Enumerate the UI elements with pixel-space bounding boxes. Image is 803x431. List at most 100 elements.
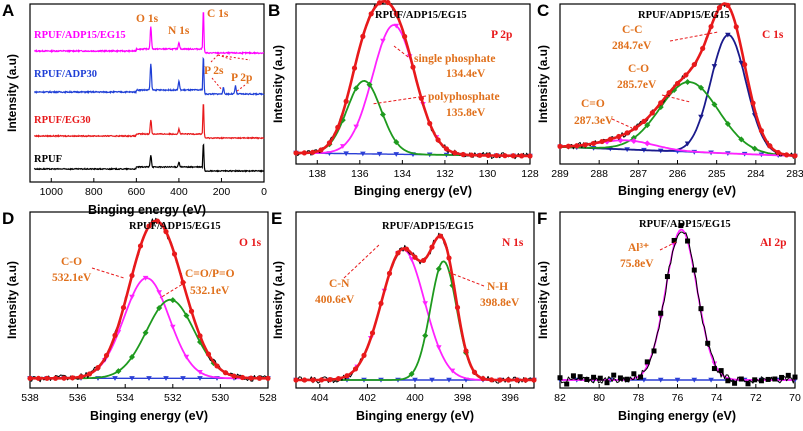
component-al3--curve: [560, 228, 795, 381]
y-axis-label-a: Intensity (a.u): [5, 54, 19, 132]
annotation-285-7ev: 285.7eV: [617, 79, 657, 91]
annotation-c-o: C-O: [628, 63, 649, 75]
y-axis-label-e: Intensity (a.u): [271, 261, 285, 339]
envelope-marker: [403, 246, 410, 252]
envelope-marker: [343, 98, 349, 104]
survey-trace-rpuf: [33, 143, 265, 173]
x-tick-label: 70: [789, 392, 801, 404]
component-c-o-marker: [142, 275, 149, 281]
component-c-o-marker: [751, 145, 758, 152]
envelope-marker: [505, 377, 512, 383]
x-tick-label: 402: [359, 392, 377, 404]
annotation-n-h: N-H: [487, 281, 508, 293]
envelope-marker: [231, 373, 237, 379]
component-c-o-p-o-marker: [183, 312, 190, 319]
raw-data-point: [611, 372, 617, 378]
envelope-marker: [385, 0, 391, 6]
envelope-marker: [574, 143, 580, 149]
x-tick-label: 600: [128, 186, 146, 198]
x-tick-label: 72: [750, 392, 762, 404]
envelope-marker: [86, 371, 93, 377]
envelope-marker: [412, 254, 418, 260]
envelope-marker: [318, 377, 325, 383]
envelope-marker: [565, 143, 571, 149]
raw-data-point: [711, 366, 717, 372]
x-tick-label: 538: [21, 392, 39, 404]
component-single-phosphate-marker: [393, 23, 400, 29]
component-c-o-marker: [156, 290, 162, 295]
x-tick-label: 398: [454, 392, 472, 404]
raw-data-point: [604, 380, 610, 386]
x-tick-label: 288: [590, 168, 608, 180]
x-tick-label: 76: [672, 392, 684, 404]
series-label-eg30: RPUF/EG30: [34, 115, 91, 126]
annotation-arrows-a: [210, 54, 251, 93]
annotation-c-double-o: C=O: [581, 98, 605, 110]
envelope-marker: [293, 150, 299, 156]
component-c-o-p-o-marker: [115, 368, 122, 375]
raw-data-point: [705, 340, 711, 346]
envelope-marker: [120, 304, 127, 311]
component-c-o-marker: [711, 101, 718, 108]
envelope-marker: [293, 377, 299, 383]
background-marker: [376, 151, 383, 157]
survey-trace-rpuf-adp15-eg15: [34, 12, 265, 56]
series-label-rpuf: RPUF: [34, 154, 62, 165]
background-marker: [343, 151, 349, 157]
x-axis-label-a: Binging energy (eV): [88, 203, 206, 217]
envelope-marker: [435, 137, 441, 143]
panel-a: A 1000 800 600 400 200 0 RPUF/ADP15/EG15 RPUF…: [2, 1, 267, 217]
raw-data-line: [29, 217, 269, 383]
envelope-marker: [510, 153, 516, 159]
envelope-marker: [69, 375, 76, 381]
x-tick-label: 138: [309, 168, 327, 180]
x-tick-label: 283: [786, 168, 803, 180]
annotation-arrow-f: [659, 241, 677, 251]
envelope-marker: [335, 376, 342, 382]
x-tick-label: 132: [436, 168, 454, 180]
envelope-marker: [480, 376, 486, 382]
envelope-marker: [427, 120, 433, 127]
annotation-o1s: O 1s: [136, 13, 159, 25]
raw-data-point: [664, 274, 670, 280]
series-label-adp15-eg15: RPUF/ADP15/EG15: [34, 30, 126, 41]
raw-data-point: [779, 374, 785, 380]
annotation-532-1ev-a: 532.1eV: [52, 272, 92, 284]
component-c-c-marker: [711, 64, 718, 69]
envelope-marker: [256, 375, 263, 381]
background-marker: [129, 376, 135, 381]
envelope-marker: [527, 153, 533, 159]
envelope-marker: [222, 370, 229, 376]
panel-label-c: C: [537, 1, 549, 20]
x-axis-label-d: Binging energy (eV): [90, 409, 208, 423]
raw-data-point: [591, 374, 597, 380]
component-c-o-p-o-marker: [129, 353, 135, 360]
annotation-c-c: C-C: [622, 24, 642, 36]
envelope-marker: [326, 140, 333, 146]
envelope-marker: [44, 375, 50, 381]
component-n-h-marker: [422, 332, 429, 339]
background-marker: [393, 152, 400, 157]
raw-data-point: [752, 377, 758, 383]
envelope-marker: [708, 23, 714, 30]
envelope-marker: [188, 308, 195, 314]
core-level-label-c: C 1s: [762, 29, 784, 41]
fit-curves-d: [27, 217, 271, 383]
raw-data-point: [644, 359, 650, 365]
envelope-marker: [205, 351, 212, 357]
envelope-marker: [463, 348, 469, 354]
envelope-fit-curve: [296, 0, 530, 158]
annotation-polyphosphate: polyphosphate: [428, 91, 500, 103]
x-tick-label: 396: [501, 392, 519, 404]
background-marker: [163, 376, 169, 381]
raw-data-point: [570, 373, 576, 379]
x-tick-label: 128: [521, 168, 539, 180]
envelope-marker: [171, 251, 178, 257]
core-level-label-d: O 1s: [239, 237, 262, 249]
x-tick-label: 536: [69, 392, 87, 404]
annotation-arrows-d: [91, 267, 187, 299]
component-c-o-p-o-marker: [142, 329, 149, 336]
raw-data-point: [638, 374, 644, 380]
component-c-o-marker: [684, 79, 691, 86]
annotation-p2s: P 2s: [204, 65, 224, 77]
